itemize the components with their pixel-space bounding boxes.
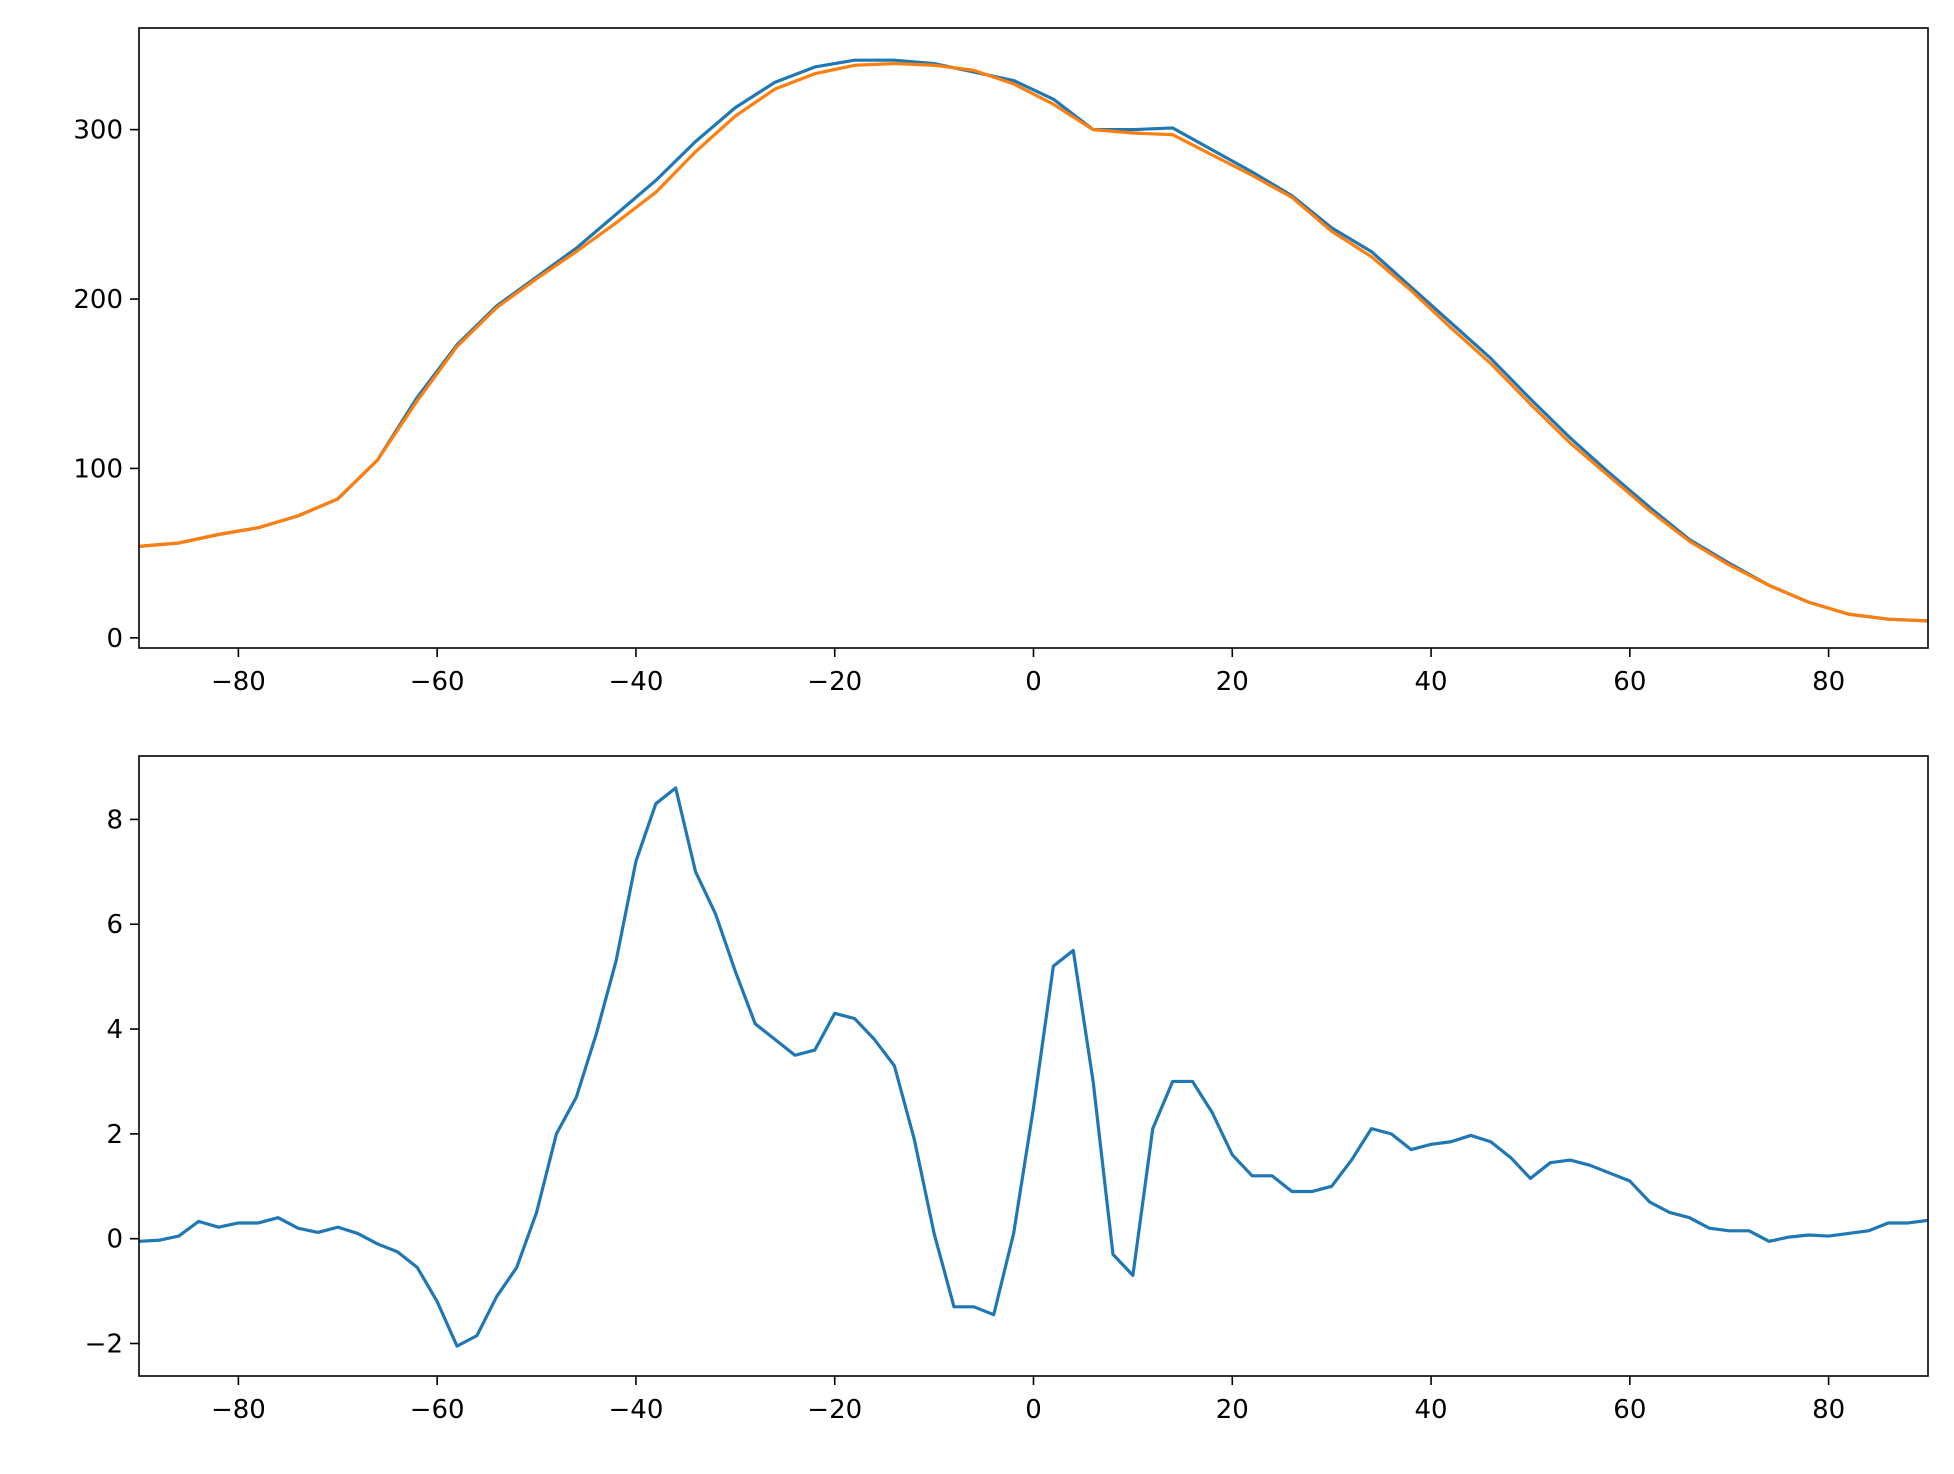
y-tick-label: 100 <box>73 454 123 484</box>
data-line <box>139 786 1928 1348</box>
data-line <box>139 61 1928 623</box>
plot-frame <box>138 27 1929 649</box>
y-tick-label: 300 <box>73 116 123 146</box>
x-tick-label: −80 <box>211 667 266 697</box>
x-tick-label: 20 <box>1216 1395 1249 1425</box>
y-tick-label: 0 <box>106 624 123 654</box>
x-tick-label: −20 <box>807 1395 862 1425</box>
y-tick-label: 2 <box>106 1120 123 1150</box>
x-tick-label: −20 <box>807 667 862 697</box>
y-tick-label: −2 <box>85 1330 123 1360</box>
y-tick-label: 8 <box>106 805 123 835</box>
x-tick-label: 40 <box>1415 667 1448 697</box>
y-tick-label: 6 <box>106 910 123 940</box>
y-tick-label: 4 <box>106 1015 123 1045</box>
x-tick-label: 80 <box>1812 667 1845 697</box>
x-tick-label: 60 <box>1613 1395 1646 1425</box>
x-tick-label: 80 <box>1812 1395 1845 1425</box>
plot-frame <box>138 755 1929 1377</box>
x-tick-label: −40 <box>609 667 664 697</box>
x-tick-label: −60 <box>410 667 465 697</box>
x-tick-label: 20 <box>1216 667 1249 697</box>
y-tick-label: 0 <box>106 1225 123 1255</box>
x-tick-label: −40 <box>609 1395 664 1425</box>
data-line <box>139 58 1928 623</box>
y-tick-label: 200 <box>73 285 123 315</box>
x-tick-label: −60 <box>410 1395 465 1425</box>
x-tick-label: 0 <box>1025 1395 1042 1425</box>
x-tick-label: 0 <box>1025 667 1042 697</box>
x-tick-label: 40 <box>1415 1395 1448 1425</box>
x-tick-label: 60 <box>1613 667 1646 697</box>
x-tick-label: −80 <box>211 1395 266 1425</box>
